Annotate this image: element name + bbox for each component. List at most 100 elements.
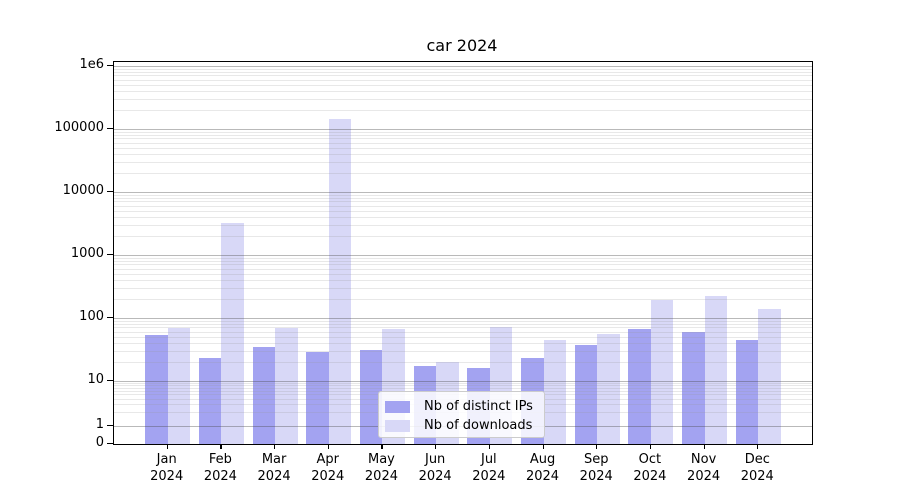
y-tick-label: 100000 [54, 119, 104, 135]
x-tick-label: Nov 2024 [687, 452, 721, 484]
x-tick-label: Jul 2024 [472, 452, 506, 484]
y-tick-label: 0 [95, 435, 104, 450]
minor-gridline [114, 194, 812, 196]
minor-gridline [114, 235, 812, 237]
x-tick-mark [542, 444, 544, 449]
x-tick-label: Feb 2024 [203, 452, 237, 484]
minor-gridline [114, 161, 812, 163]
minor-gridline [114, 320, 812, 322]
x-tick-mark [327, 444, 329, 449]
minor-gridline [114, 216, 812, 218]
major-gridline [114, 128, 812, 130]
x-tick-mark [757, 444, 759, 449]
bar-distinct-ips-may [359, 349, 383, 444]
y-tick-mark [107, 127, 113, 129]
x-tick-mark [220, 444, 222, 449]
minor-gridline [114, 385, 812, 387]
minor-gridline [114, 361, 812, 363]
bar-distinct-ips-feb [198, 357, 222, 444]
bar-downloads-jan [167, 327, 191, 444]
legend: Nb of distinct IPs Nb of downloads [378, 391, 545, 438]
minor-gridline [114, 98, 812, 100]
chart-title: car 2024 [426, 36, 498, 55]
x-tick-mark [381, 444, 383, 449]
bar-distinct-ips-sep [574, 344, 598, 444]
minor-gridline [114, 90, 812, 92]
y-tick-mark [107, 379, 113, 381]
x-tick-mark [488, 444, 491, 449]
y-tick-mark [107, 443, 113, 445]
minor-gridline [114, 327, 812, 329]
y-tick-label: 1 [95, 417, 104, 432]
x-tick-label: Mar 2024 [257, 452, 291, 484]
major-gridline [114, 380, 812, 382]
x-tick-label: Jan 2024 [150, 452, 184, 484]
bar-downloads-feb [221, 222, 244, 444]
x-tick-label: Apr 2024 [311, 452, 345, 484]
legend-item-distinct-ips: Nb of distinct IPs [385, 397, 544, 416]
minor-gridline [114, 131, 812, 133]
x-tick-mark [435, 444, 437, 449]
legend-swatch-downloads [385, 419, 410, 432]
minor-gridline [114, 387, 812, 389]
bar-distinct-ips-mar [252, 347, 276, 444]
minor-gridline [114, 138, 812, 140]
gridlines-layer [114, 62, 812, 444]
major-gridline [114, 65, 812, 67]
y-tick-mark [107, 253, 113, 255]
y-tick-label: 1000 [70, 245, 104, 261]
minor-gridline [114, 273, 812, 275]
bar-distinct-ips-dec [735, 340, 759, 444]
major-gridline [114, 191, 812, 193]
minor-gridline [114, 153, 812, 155]
x-tick-mark [274, 444, 276, 449]
minor-gridline [114, 268, 812, 270]
y-tick-mark [107, 316, 113, 318]
bar-downloads-apr [328, 118, 352, 444]
x-tick-mark [649, 444, 652, 449]
minor-gridline [114, 264, 812, 266]
minor-gridline [114, 224, 812, 226]
minor-gridline [114, 350, 812, 352]
minor-gridline [114, 279, 812, 281]
plot-area [113, 61, 813, 445]
minor-gridline [114, 172, 812, 174]
y-tick-label: 1e6 [79, 56, 104, 72]
y-tick-mark [107, 190, 113, 192]
x-tick-label: Dec 2024 [740, 452, 774, 484]
minor-gridline [114, 298, 812, 300]
minor-gridline [114, 68, 812, 70]
minor-gridline [114, 201, 812, 203]
x-tick-mark [166, 444, 168, 449]
bar-downloads-nov [704, 295, 728, 444]
bar-downloads-oct [650, 300, 674, 444]
x-tick-label: Oct 2024 [633, 452, 667, 484]
minor-gridline [114, 342, 812, 344]
bar-distinct-ips-nov [682, 331, 705, 444]
minor-gridline [114, 260, 812, 262]
bar-distinct-ips-jan [145, 334, 168, 444]
bar-downloads-mar [275, 328, 298, 444]
bar-distinct-ips-oct [628, 328, 651, 444]
legend-swatch-distinct-ips [385, 400, 410, 413]
minor-gridline [114, 84, 812, 86]
minor-gridline [114, 71, 812, 73]
x-tick-label: Aug 2024 [525, 452, 560, 484]
major-gridline [114, 254, 812, 256]
minor-gridline [114, 79, 812, 81]
minor-gridline [114, 109, 812, 111]
legend-item-downloads: Nb of downloads [385, 416, 544, 435]
minor-gridline [114, 142, 812, 144]
minor-gridline [114, 210, 812, 212]
minor-gridline [114, 287, 812, 289]
legend-label-distinct-ips: Nb of distinct IPs [424, 399, 533, 414]
minor-gridline [114, 134, 812, 136]
bar-downloads-aug [543, 340, 567, 444]
minor-gridline [114, 382, 812, 384]
y-tick-mark [107, 425, 113, 427]
minor-gridline [114, 205, 812, 207]
x-tick-mark [703, 444, 705, 449]
minor-gridline [114, 331, 812, 333]
legend-label-downloads: Nb of downloads [424, 418, 533, 433]
